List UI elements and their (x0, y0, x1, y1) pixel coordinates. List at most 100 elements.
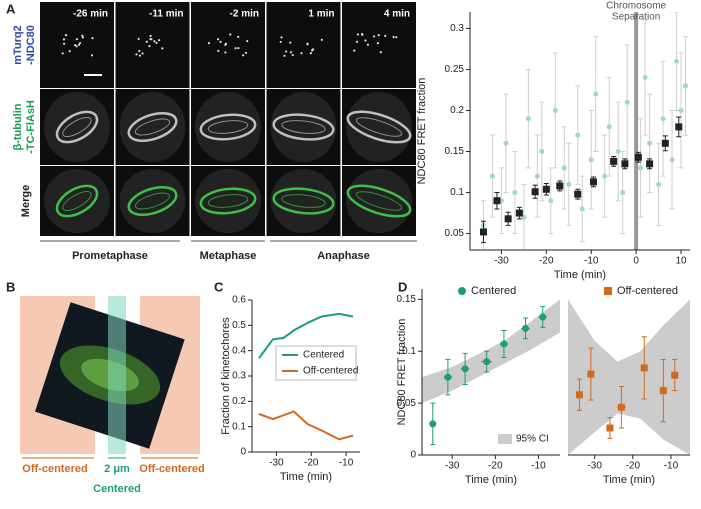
kinetochore-dot (224, 51, 227, 54)
annotation-text: Chromosome (606, 1, 666, 12)
kinetochore-dot (364, 39, 367, 42)
point (620, 190, 626, 196)
row-label: β-tubulin (12, 103, 24, 150)
spindle-fibers (134, 192, 171, 210)
point (503, 140, 509, 146)
y-tick-label: 0.1 (450, 187, 464, 198)
y-tick-label: 0.15 (397, 294, 417, 305)
point (500, 340, 508, 348)
spindle-fibers (207, 194, 249, 208)
point (548, 198, 554, 204)
point (461, 365, 469, 373)
x-tick-label: 10 (675, 256, 687, 267)
row-label: -TC-FlAsH (25, 100, 37, 154)
spindle-fibers (281, 120, 326, 134)
kinetochore-dot (229, 33, 232, 36)
micrograph (342, 2, 416, 88)
point (587, 370, 595, 378)
point (588, 157, 594, 163)
point (589, 178, 597, 186)
point (579, 206, 585, 212)
point (634, 153, 642, 161)
kinetochore-dot (356, 33, 360, 36)
kinetochore-dot (63, 42, 66, 45)
spindle (272, 187, 335, 215)
point (675, 123, 683, 131)
y-tick-label: 0.6 (232, 295, 246, 306)
point (671, 371, 679, 379)
kinetochore-dot (150, 38, 153, 41)
zone-label: Off-centered (22, 463, 87, 475)
x-tick-label: -30 (269, 458, 284, 469)
kinetochore-dot (306, 43, 309, 46)
x-axis-label: Time (min) (554, 269, 606, 281)
micrograph (191, 2, 265, 88)
kinetochore-dot (138, 49, 141, 53)
legend-swatch (604, 287, 612, 295)
point (646, 160, 654, 168)
zone-label: Centered (93, 483, 141, 495)
spindle (272, 113, 335, 141)
legend-label: 95% CI (516, 434, 549, 445)
point (504, 215, 512, 223)
y-axis-label: NDC80 FRET fraction (396, 319, 408, 426)
point (678, 107, 684, 113)
kinetochore-dot (138, 54, 142, 57)
row-label: -NDC80 (25, 25, 37, 65)
spindle-fibers (62, 116, 92, 138)
confidence-band (568, 299, 690, 455)
micrograph (115, 2, 190, 88)
point (640, 364, 648, 372)
kinetochore-dot (90, 54, 94, 57)
row-label: Merge (20, 185, 32, 217)
panel-letter: B (6, 279, 15, 294)
legend-box (275, 345, 357, 381)
spindle-fibers (62, 190, 92, 212)
point (669, 157, 675, 163)
kinetochore-dot (78, 41, 82, 45)
y-tick-label: 0.3 (450, 23, 464, 34)
point (660, 116, 666, 122)
legend-swatch (498, 434, 512, 444)
kinetochore-dot (289, 41, 292, 44)
x-tick-label: -10 (664, 461, 679, 472)
kinetochore-dot (366, 43, 370, 46)
point (615, 149, 621, 155)
x-tick-label: -10 (531, 461, 546, 472)
legend-label: Off-centered (303, 366, 358, 377)
y-tick-label: 0.25 (445, 64, 465, 75)
kinetochore-dot (61, 52, 64, 55)
spindle (55, 110, 99, 144)
x-tick-label: -30 (445, 461, 460, 472)
y-tick-label: 0.4 (232, 345, 246, 356)
phase-label: Anaphase (317, 250, 370, 262)
kinetochore-dot (392, 35, 395, 39)
kinetochore-dot (91, 37, 94, 40)
cell (195, 92, 261, 162)
point (621, 160, 629, 168)
kinetochore-dot (280, 36, 283, 39)
point (539, 149, 545, 155)
kinetochore-dot (149, 34, 152, 38)
phase-label: Prometaphase (72, 250, 148, 262)
y-tick-label: 0.2 (450, 105, 464, 116)
x-tick-label: -10 (339, 458, 354, 469)
kinetochore-dot (62, 38, 66, 41)
kinetochore-dot (395, 36, 398, 39)
point (556, 182, 564, 190)
zone-label: Off-centered (139, 463, 204, 475)
legend-label: Centered (471, 285, 516, 297)
point (479, 228, 487, 236)
plot-area (568, 299, 690, 455)
row-label: mTurq2 (12, 25, 24, 65)
kinetochore-dot (379, 51, 382, 54)
x-tick-label: -20 (626, 461, 641, 472)
point (659, 387, 667, 395)
point (575, 132, 581, 138)
point (534, 173, 540, 179)
point (483, 358, 491, 366)
point (656, 181, 662, 187)
point (493, 197, 501, 205)
legend-swatch (458, 287, 466, 295)
